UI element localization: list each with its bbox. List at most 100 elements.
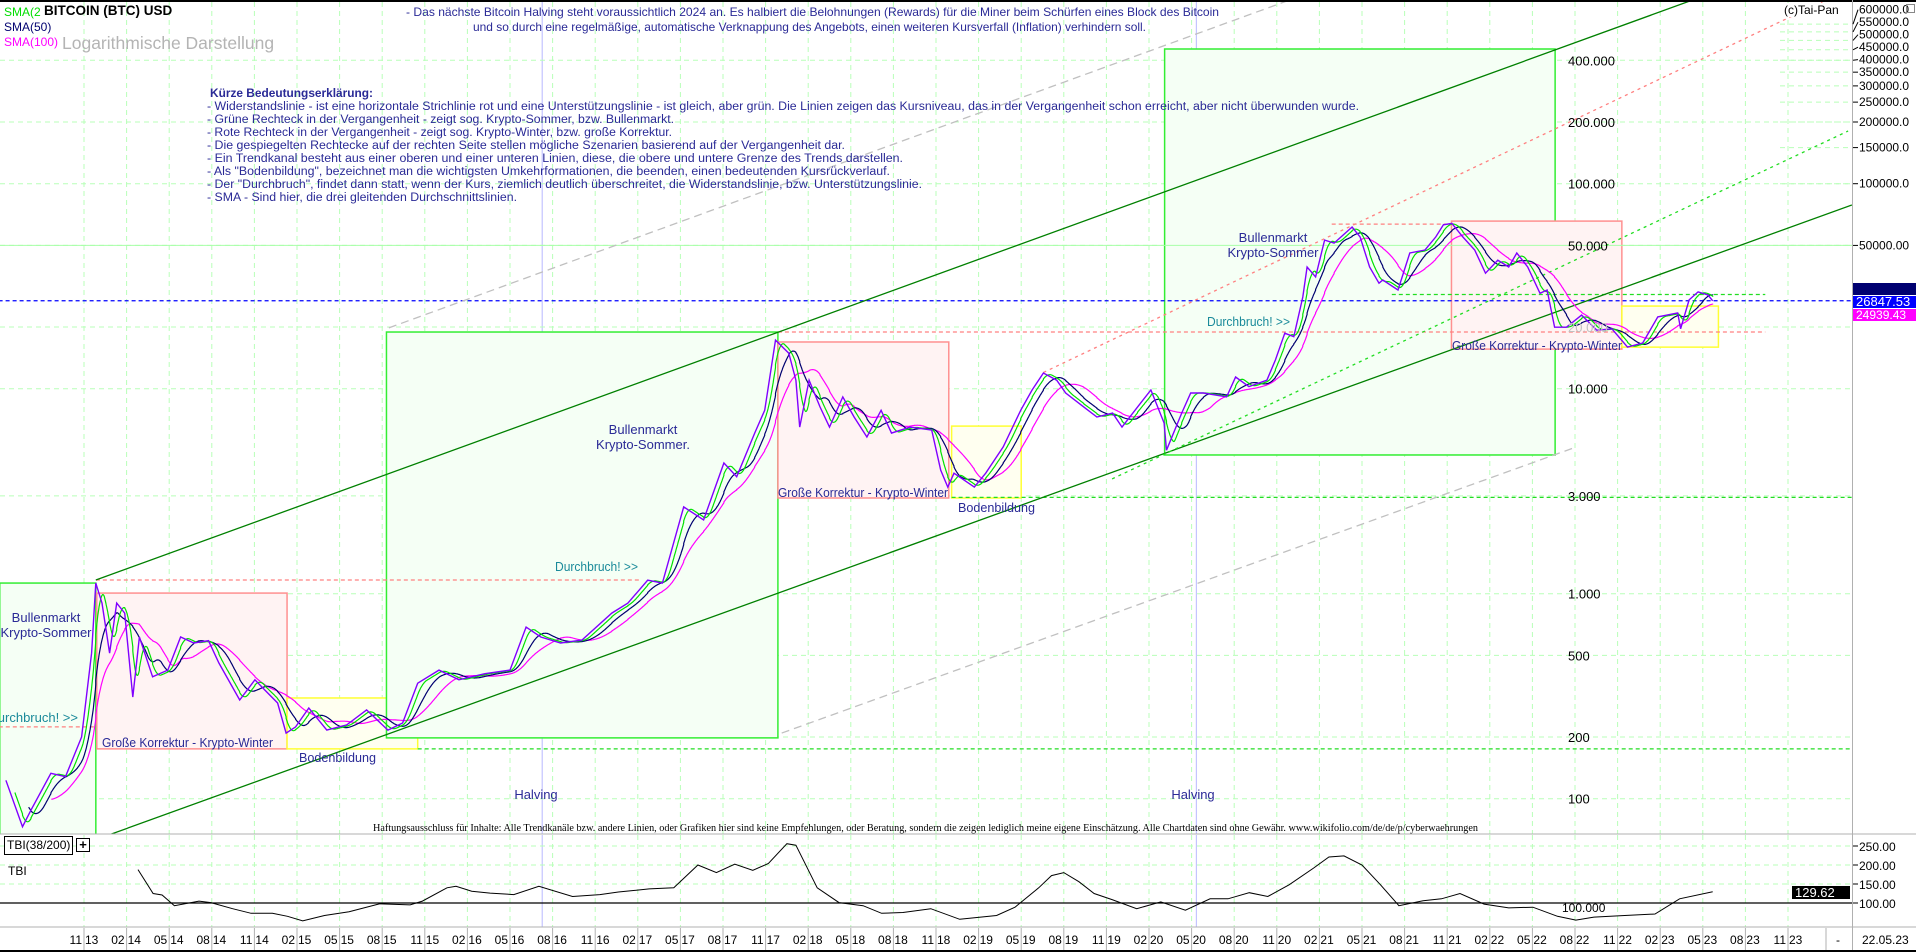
tbi-series (137, 843, 1713, 922)
time-tick-year: 20 (1193, 933, 1207, 947)
time-tick-year: 15 (426, 933, 440, 947)
add-indicator-button[interactable]: + (76, 838, 90, 852)
annotation-bottom-1: Bodenbildung (299, 750, 376, 765)
inner-axis-labels: 400.000 200.000 100.000 50.000 20.000 10.000 3… (1568, 53, 1615, 806)
explanation-line: - Der "Durchbruch", findet dann statt, w… (207, 179, 922, 191)
time-tick-year: 15 (383, 933, 397, 947)
inner-price-label: 10.000 (1568, 382, 1608, 397)
time-tick-year: 18 (894, 933, 908, 947)
time-tick-month: 08 (367, 933, 381, 947)
top-border (0, 0, 1916, 2)
bottom-rectangle (950, 425, 1022, 499)
time-tick-year: 20 (1150, 933, 1164, 947)
time-tick-month: 11 (1774, 933, 1787, 947)
price-axis-label: 250000.0 (1859, 95, 1909, 109)
annotation-halving-2: Halving (1171, 787, 1214, 802)
time-tick-year: 14 (255, 933, 269, 947)
time-tick-month: 08 (708, 933, 722, 947)
price-axis-tick (1852, 59, 1859, 61)
time-tick-month: 02 (963, 933, 977, 947)
time-tick-month: 11 (1092, 933, 1105, 947)
time-tick-month: 08 (1560, 933, 1574, 947)
time-tick-year: 15 (341, 933, 355, 947)
time-tick-year: 22 (1533, 933, 1547, 947)
last-price-tag: 26847.53 (1853, 296, 1916, 308)
annotation-bull-2-line1: Bullenmarkt (609, 422, 678, 437)
tbi-level-label: 100.000 (1562, 901, 1606, 915)
inner-price-label: 100.000 (1568, 177, 1615, 192)
price-axis-tick (1852, 9, 1859, 25)
channel-lower-line (109, 204, 1852, 834)
scale-toggle-icon[interactable] (1906, 4, 1915, 13)
inner-price-label: 100 (1568, 792, 1590, 807)
annotation-breakout-1: Durchbruch! >> (0, 710, 78, 725)
price-axis-label: 300000.0 (1859, 79, 1909, 93)
time-tick-year: 21 (1406, 933, 1420, 947)
time-tick-year: 17 (767, 933, 781, 947)
time-tick-year: 15 (298, 933, 312, 947)
tbi-axis-label: 200.00 (1859, 859, 1896, 873)
price-axis-label: 550000.0 (1859, 15, 1909, 29)
annotation-correction-3: Große Korrektur - Krypto-Winter (1452, 338, 1623, 353)
time-axis-dash: - (1836, 933, 1840, 947)
time-tick-month: 11 (70, 933, 83, 947)
time-tick-month: 11 (1603, 933, 1616, 947)
annotation-correction-2: Große Korrektur - Krypto-Winter (778, 485, 949, 500)
time-tick-month: 05 (154, 933, 168, 947)
time-tick-year: 17 (639, 933, 653, 947)
inner-price-label: 200.000 (1568, 115, 1615, 130)
explanation-line: - Als "Bodenbildung", bezeichnet man die… (207, 166, 890, 178)
sma100-legend: SMA(100) (4, 35, 59, 49)
time-tick-month: 05 (495, 933, 509, 947)
time-tick-month: 05 (1347, 933, 1361, 947)
time-tick-year: 19 (980, 933, 994, 947)
time-tick-month: 02 (1474, 933, 1488, 947)
time-tick-month: 11 (751, 933, 764, 947)
disclaimer-text: Haftungsausschluss für Inhalte: Alle Tre… (373, 822, 1478, 834)
time-tick-year: 23 (1746, 933, 1760, 947)
time-tick-year: 17 (724, 933, 738, 947)
tbi-indicator-button[interactable]: TBI(38/200) (4, 836, 74, 855)
time-tick-month: 11 (922, 933, 935, 947)
sma50-price-tag (1853, 283, 1916, 295)
inner-price-label: 500 (1568, 648, 1590, 663)
time-tick-month: 08 (1389, 933, 1403, 947)
time-tick-month: 02 (622, 933, 636, 947)
explanation-line: - Die gespiegelten Rechtecke auf der rec… (207, 140, 845, 152)
time-tick-month: 11 (1433, 933, 1446, 947)
price-axis-tick (1852, 46, 1859, 51)
notice-line-1: - Das nächste Bitcoin Halving steht vora… (406, 5, 1219, 19)
inner-price-label: 200 (1568, 730, 1590, 745)
price-axis-label: 400000.0 (1859, 53, 1909, 67)
time-tick-year: 16 (596, 933, 610, 947)
time-tick-year: 21 (1320, 933, 1334, 947)
time-tick-month: 11 (1262, 933, 1275, 947)
time-tick-year: 17 (681, 933, 695, 947)
time-tick-year: 22 (1491, 933, 1505, 947)
time-tick-month: 11 (240, 933, 253, 947)
notice-line-2: und so durch eine regelmäßige, automatis… (473, 20, 1146, 34)
annotation-breakout-2: Durchbruch! >> (555, 559, 638, 574)
inner-price-label: 3.000 (1568, 489, 1601, 504)
time-tick-month: 02 (1134, 933, 1148, 947)
explanation-block: Kürze Bedeutungserklärung: - Widerstands… (207, 88, 1359, 204)
tbi-series-label: TBI (8, 864, 27, 878)
explanation-line: - SMA - Sind hier, die drei gleitenden D… (207, 192, 517, 204)
price-axis-label: 200000.0 (1859, 115, 1909, 129)
annotation-breakout-3: Durchbruch! >> (1207, 314, 1290, 329)
price-axis-tick (1852, 21, 1859, 33)
time-tick-month: 08 (1730, 933, 1744, 947)
price-axis-label: 600000.0 (1859, 3, 1909, 17)
explanation-line: - Grüne Rechteck in der Vergangenheit - … (207, 114, 674, 126)
mirror-lower-line (781, 446, 1577, 734)
time-tick-month: 02 (452, 933, 466, 947)
sma50-legend: SMA(50) (4, 20, 52, 34)
price-series (5, 222, 1714, 829)
time-tick-month: 05 (835, 933, 849, 947)
tbi-grid (0, 835, 1852, 927)
time-tick-year: 23 (1704, 933, 1718, 947)
time-tick-month: 05 (1006, 933, 1020, 947)
mirror-upper-line (388, 2, 1287, 329)
tbi-line (137, 843, 1713, 922)
